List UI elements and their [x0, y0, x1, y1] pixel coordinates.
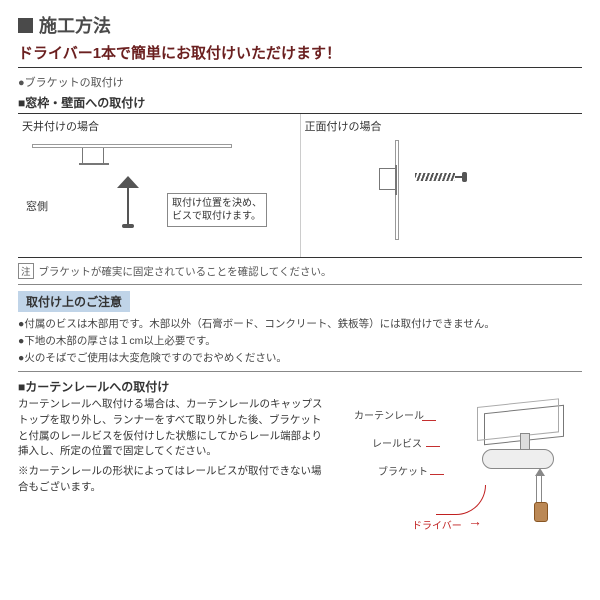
- caution-item: ●火のそばでご使用は大変危険ですのでおやめください。: [18, 349, 582, 366]
- step1-label: ●ブラケットの取付け: [18, 74, 582, 90]
- note-marker: 注: [18, 263, 34, 279]
- screw-up-icon: [127, 188, 129, 228]
- front-title: 正面付けの場合: [305, 118, 579, 134]
- label-rail: カーテンレール: [354, 407, 424, 422]
- caution-item: ●付属のビスは木部用です。木部以外（石膏ボード、コンクリート、鉄板等）には取付け…: [18, 315, 582, 332]
- label-bracket: ブラケット: [378, 463, 428, 478]
- label-railbis: レールビス: [372, 435, 422, 450]
- driver-icon: [536, 475, 542, 519]
- ceiling-column: 天井付けの場合 窓側 取付け位置を決め、 ビスで取付けます。: [18, 114, 301, 257]
- fixation-note: 注 ブラケットが確実に固定されていることを確認してください。: [18, 263, 582, 285]
- section-title: 施工方法: [18, 12, 582, 38]
- rail-row: カーテンレールへ取付ける場合は、カーテンレールのキャップストップを取り外し、ラン…: [18, 397, 582, 529]
- rail-instructions: カーテンレールへ取付ける場合は、カーテンレールのキャップストップを取り外し、ラン…: [18, 397, 332, 529]
- front-diagram: [305, 138, 579, 253]
- arrow-icon: ―: [426, 437, 440, 453]
- caution-item: ●下地の木部の厚さは１cm以上必要です。: [18, 332, 582, 349]
- note-text: ブラケットが確実に固定されていることを確認してください。: [38, 266, 331, 278]
- ceiling-bracket-icon: [82, 148, 104, 164]
- wall-bracket-icon: [379, 168, 395, 190]
- window-side-label: 窓側: [26, 198, 48, 214]
- bracket-icon: [482, 449, 554, 469]
- rotation-arrow-icon: [436, 485, 486, 515]
- caution-label: 取付け上のご注意: [18, 291, 130, 312]
- ceiling-diagram: 窓側 取付け位置を決め、 ビスで取付けます。: [22, 138, 296, 253]
- headline: ドライバー1本で簡単にお取付けいただけます！: [18, 42, 582, 68]
- arrow-icon: ―: [422, 411, 436, 427]
- step1-heading: ■窓枠・壁面への取付け: [18, 94, 582, 111]
- arrow-icon: →: [468, 513, 482, 529]
- ceiling-bar-icon: [32, 144, 232, 148]
- screw-right-icon: [415, 176, 465, 178]
- rail-asterisk: ※カーテンレールの形状によってはレールビスが取付できない場合もございます。: [18, 464, 326, 496]
- front-column: 正面付けの場合: [301, 114, 583, 257]
- caution-list: ●付属のビスは木部用です。木部以外（石膏ボード、コンクリート、鉄板等）には取付け…: [18, 315, 582, 372]
- caution-block: 取付け上のご注意 ●付属のビスは木部用です。木部以外（石膏ボード、コンクリート、…: [18, 291, 582, 372]
- rail-diagram: カーテンレール レールビス ブラケット ドライバー ― ― ― →: [332, 397, 582, 529]
- label-driver: ドライバー: [412, 517, 462, 532]
- arrow-icon: ―: [430, 465, 444, 481]
- ceiling-title: 天井付けの場合: [22, 118, 296, 134]
- position-callout: 取付け位置を決め、 ビスで取付けます。: [167, 193, 267, 227]
- step2-heading: ■カーテンレールへの取付け: [18, 378, 582, 395]
- section-title-text: 施工方法: [39, 12, 111, 38]
- mounting-columns: 天井付けの場合 窓側 取付け位置を決め、 ビスで取付けます。 正面付けの場合: [18, 113, 582, 258]
